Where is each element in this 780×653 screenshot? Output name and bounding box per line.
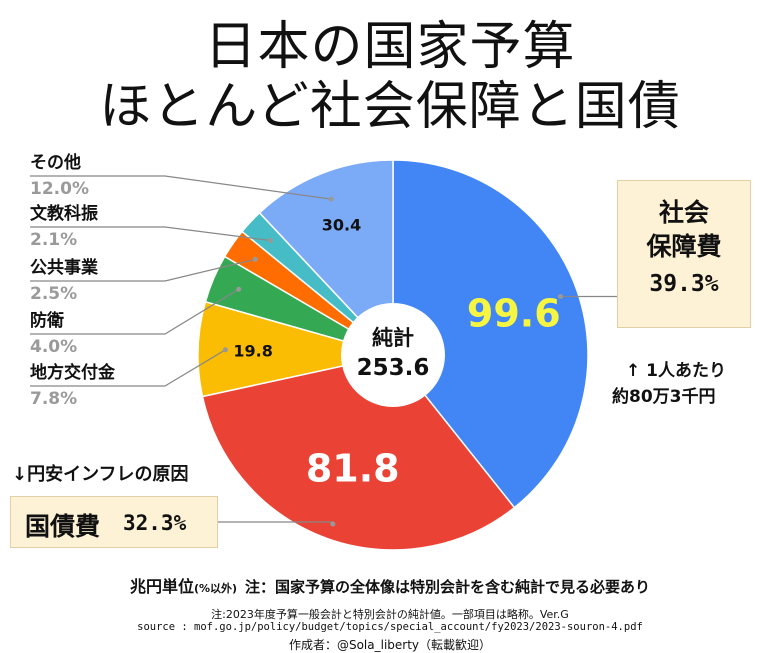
leader-line-defense xyxy=(30,288,240,335)
pie-slice-local-allocation xyxy=(197,300,394,398)
social-security-callout-name-line1: 社会 xyxy=(658,198,709,227)
footnote: 注:2023年度予算一般会計と特別会計の純計値。一部項目は略称。Ver.G xyxy=(211,608,569,621)
leader-line-public-works xyxy=(30,258,256,282)
slice-value-local-allocation: 19.8 xyxy=(233,341,272,360)
slice-label-other: その他 xyxy=(30,152,81,173)
unit-sub-label: (%以外) xyxy=(193,582,238,595)
leader-dot-defense xyxy=(236,286,242,292)
leader-dot-national-debt xyxy=(330,521,336,527)
slice-percent-local-allocation: 7.8% xyxy=(30,389,77,409)
national-debt-callout-name: 国債費 xyxy=(25,512,101,541)
yen-inflation-note: ↓円安インフレの原因 xyxy=(12,464,189,485)
pie-slice-national-debt xyxy=(201,354,516,551)
social-security-callout: 社会 保障費 39.3% xyxy=(617,180,751,328)
leader-line-other xyxy=(30,175,332,200)
slice-label-education-science: 文教科振 xyxy=(30,203,98,224)
slice-percent-public-works: 2.5% xyxy=(30,284,77,304)
slice-percent-other: 12.0% xyxy=(30,179,89,199)
chart-title-line1: 日本の国家予算 xyxy=(204,17,576,77)
national-debt-callout: 国債費 32.3% xyxy=(10,496,218,548)
leader-dot-other xyxy=(328,196,334,202)
slice-label-local-allocation: 地方交付金 xyxy=(30,362,116,383)
center-label: 純計 xyxy=(372,326,414,350)
slice-value-other: 30.4 xyxy=(322,216,361,235)
pie-slice-social-security xyxy=(392,159,589,509)
leader-line-local-allocation xyxy=(30,349,226,387)
social-security-callout-percent: 39.3% xyxy=(649,271,719,297)
author-credit: 作成者：@Sola_liberty（転載歓迎） xyxy=(288,638,492,652)
slice-percent-education-science: 2.1% xyxy=(30,230,77,250)
slice-label-public-works: 公共事業 xyxy=(30,257,98,278)
social-security-callout-name-line2: 保障費 xyxy=(646,232,722,261)
slice-value-social-security: 99.6 xyxy=(467,292,561,336)
leader-dot-social-security xyxy=(558,294,563,299)
unit-label: 兆円単位 xyxy=(129,577,194,596)
pie-center-hole xyxy=(341,303,445,407)
center-value: 253.6 xyxy=(357,355,430,381)
leader-line-education-science xyxy=(30,226,271,242)
leader-dot-education-science xyxy=(267,238,273,243)
per-person-note-line2: 約80万3千円 xyxy=(612,387,716,407)
unit-line: 兆円単位(%以外) 注：国家予算の全体像は特別会計を含む純計で見る必要あり xyxy=(0,573,780,597)
per-person-note-line1: ↑ 1人あたり xyxy=(626,361,726,381)
national-debt-callout-percent: 32.3% xyxy=(123,511,187,535)
slice-label-defense: 防衛 xyxy=(30,310,64,331)
leader-dot-local-allocation xyxy=(222,347,228,353)
slice-percent-defense: 4.0% xyxy=(30,337,77,357)
source-note: source : mof.go.jp/policy/budget/topics/… xyxy=(137,621,643,633)
leader-dot-public-works xyxy=(252,256,258,262)
slice-value-national-debt: 81.8 xyxy=(306,447,400,491)
pie-slice-other xyxy=(258,159,394,357)
chart-title-line2: ほとんど社会保障と国債 xyxy=(99,77,681,137)
unit-note: 注：国家予算の全体像は特別会計を含む純計で見る必要あり xyxy=(245,578,651,596)
